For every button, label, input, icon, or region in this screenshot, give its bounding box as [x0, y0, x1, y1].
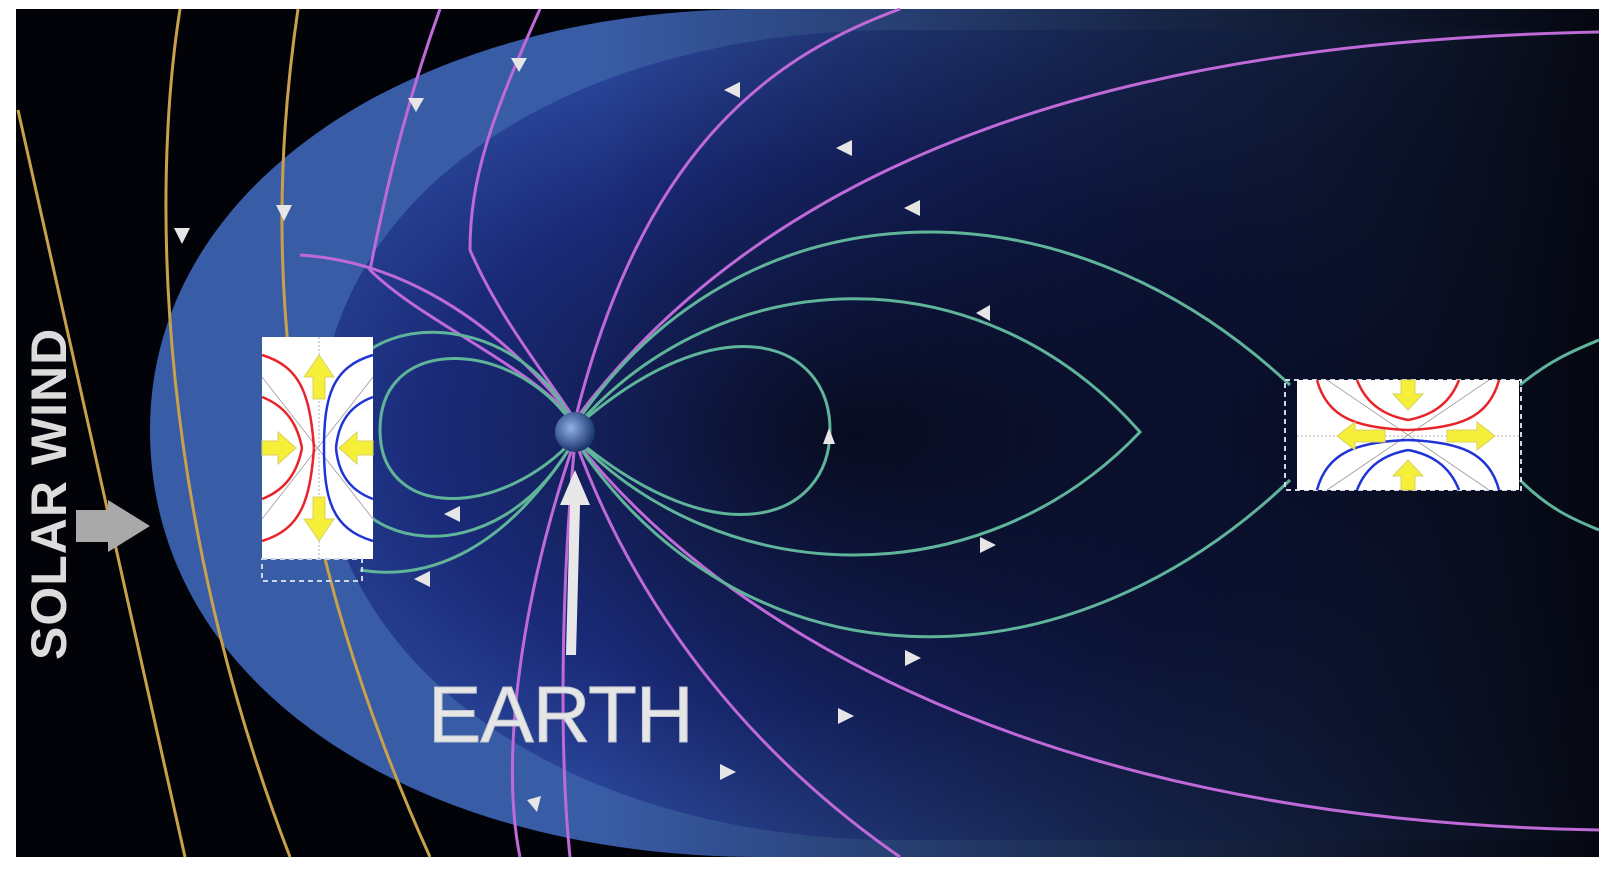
interplanetary-field-lines: [299, 7, 1599, 859]
earth-pointer-arrow: [560, 470, 590, 655]
interplanetary-arrows: [408, 58, 854, 812]
closed-field-lines: [328, 230, 1599, 639]
nightside-reconnection-inset: [1284, 379, 1522, 491]
earth-label: EARTH: [428, 670, 693, 759]
dayside-reconnection-inset: [261, 337, 374, 582]
solar-wind-arrows: [174, 205, 292, 244]
earth-globe: [555, 412, 595, 452]
solar-wind-label: SOLAR WIND: [21, 328, 77, 660]
solar-wind-direction-arrow: [76, 500, 150, 552]
closed-field-arrows: [414, 200, 996, 666]
